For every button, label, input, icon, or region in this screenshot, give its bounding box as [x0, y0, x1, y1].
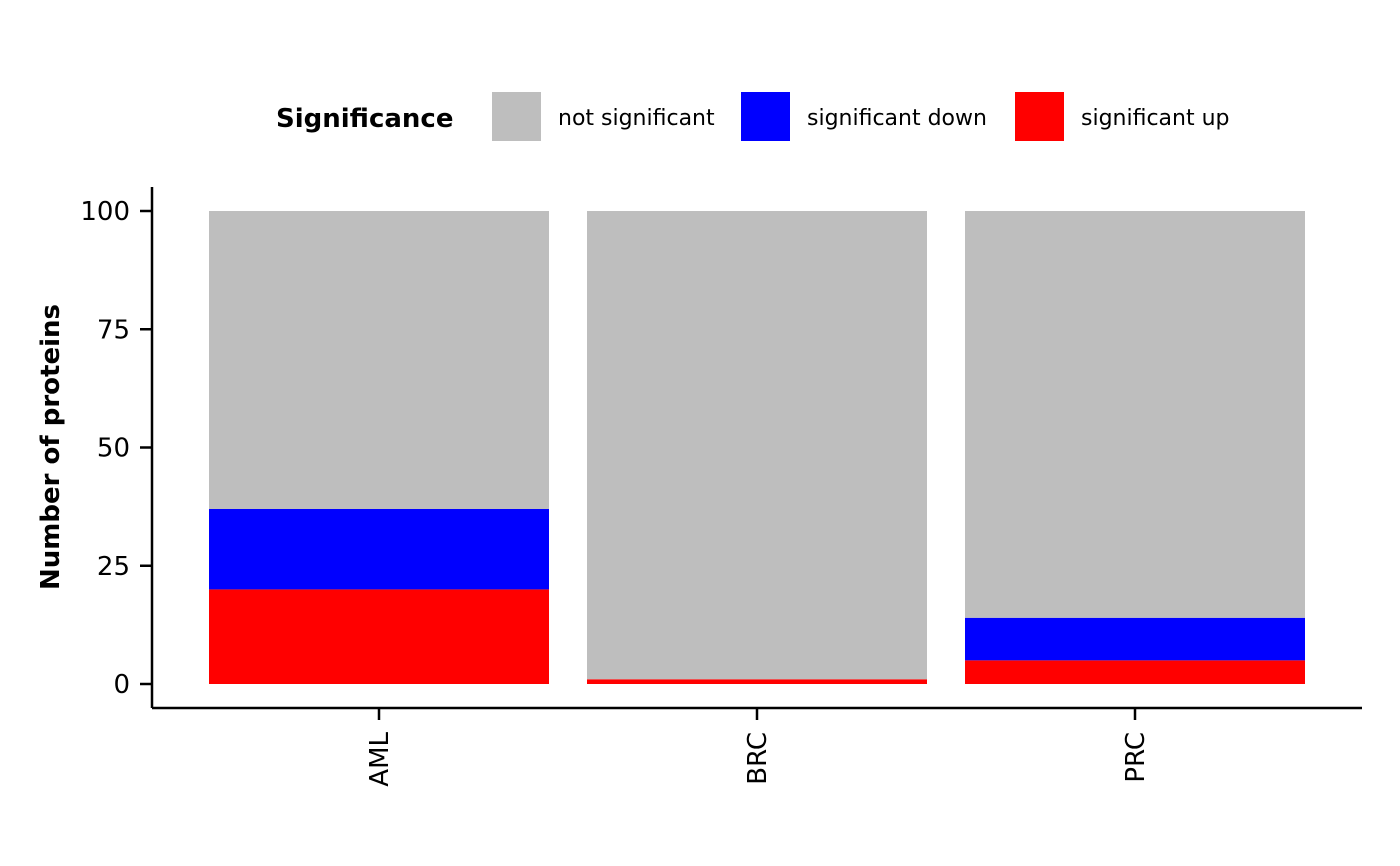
y-axis: 0 25 50 75 100 [80, 187, 154, 708]
legend: Significance not significant significant … [276, 92, 1230, 141]
legend-label: significant up [1081, 106, 1230, 131]
bar-prc-significant-up [965, 660, 1305, 684]
legend-title: Significance [276, 104, 453, 134]
legend-key-significant-down [741, 92, 790, 141]
legend-label: significant down [807, 106, 987, 131]
bar-aml-significant-up [209, 589, 549, 684]
x-tick-label: AML [365, 732, 395, 787]
bar-aml-significant-down [209, 508, 549, 590]
y-tick-label: 50 [97, 434, 130, 464]
y-tick-label: 75 [97, 315, 130, 345]
y-tick-label: 25 [97, 552, 130, 582]
bar-brc-not-significant [587, 211, 927, 680]
bar-prc-significant-down [965, 617, 1305, 661]
x-tick-label: BRC [743, 732, 773, 785]
bar-prc-not-significant [965, 211, 1305, 618]
x-tick-label: PRC [1121, 732, 1151, 783]
legend-key-significant-up [1015, 92, 1064, 141]
bars [209, 211, 1305, 684]
y-tick-label: 100 [80, 197, 130, 227]
y-tick-label: 0 [113, 670, 130, 700]
x-axis: AML BRC PRC [152, 706, 1362, 787]
legend-label: not significant [558, 106, 715, 131]
bar-aml-not-significant [209, 211, 549, 509]
legend-key-not-significant [492, 92, 541, 141]
bar-brc-significant-up [587, 679, 927, 684]
y-axis-title: Number of proteins [36, 304, 66, 590]
